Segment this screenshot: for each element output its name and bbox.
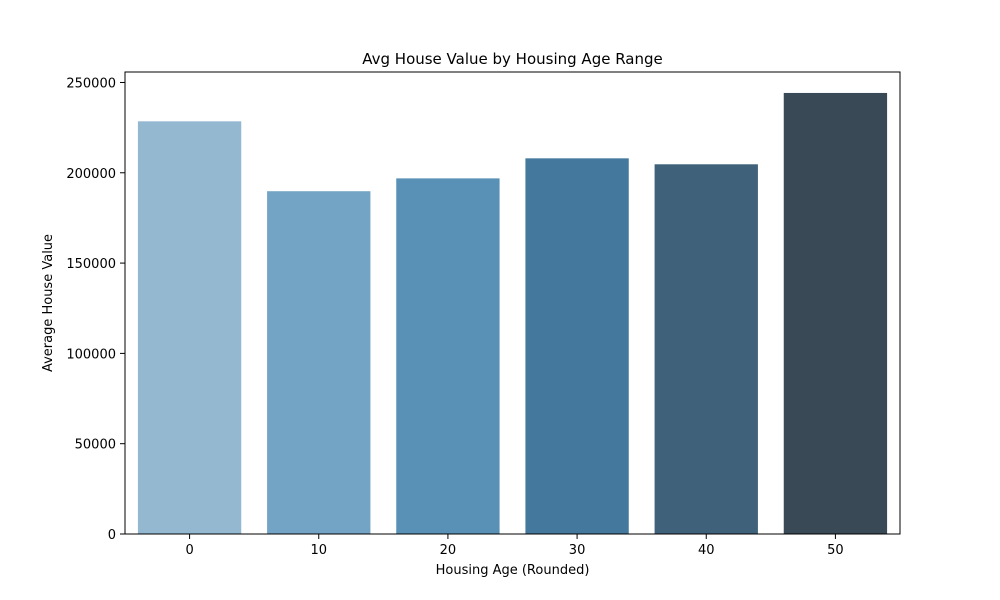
x-axis-label: Housing Age (Rounded): [436, 563, 590, 578]
x-tick-label: 10: [310, 543, 327, 558]
chart-title: Avg House Value by Housing Age Range: [362, 50, 663, 68]
x-tick-label: 20: [440, 543, 457, 558]
y-axis-label: Average House Value: [41, 234, 56, 372]
y-tick-label: 200000: [66, 167, 116, 182]
x-tick-label: 30: [569, 543, 586, 558]
x-tick-label: 50: [827, 543, 844, 558]
bar-20: [396, 178, 500, 534]
x-axis: 0 10 20 30 40 50: [185, 534, 844, 558]
y-tick-label: 50000: [75, 438, 116, 453]
y-axis: 0 50000 100000 150000 200000 250000: [66, 76, 125, 543]
bar-10: [267, 191, 371, 534]
x-tick-label: 0: [185, 543, 193, 558]
y-tick-label: 250000: [66, 76, 116, 91]
plot-frame: [124, 71, 901, 535]
y-tick-label: 0: [108, 528, 116, 543]
x-tick-label: 40: [698, 543, 715, 558]
y-tick-label: 150000: [66, 257, 116, 272]
y-tick-label: 100000: [66, 347, 116, 362]
bar-40: [654, 164, 758, 535]
bar-50: [783, 92, 888, 534]
bars-layer: [137, 92, 888, 535]
bar-0: [137, 121, 242, 534]
bar-30: [525, 158, 629, 534]
